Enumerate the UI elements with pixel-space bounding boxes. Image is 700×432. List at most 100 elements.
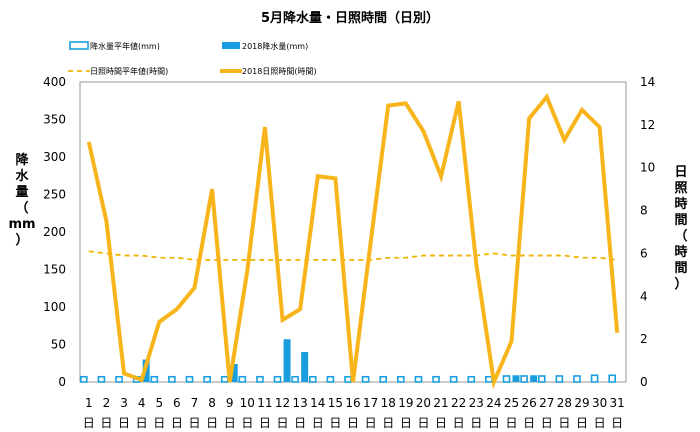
right-tick-label: 2 [640, 332, 648, 346]
chart-title: 5月降水量・日照時間（日別） [261, 10, 439, 26]
left-axis-label-char: ） [15, 232, 28, 248]
right-axis-label-char: （ [674, 228, 687, 244]
normal-precip-bar [432, 375, 440, 383]
x-tick-suffix: 日 [453, 416, 465, 430]
sunshine-2018-line [86, 93, 620, 390]
x-tick-suffix: 日 [241, 416, 253, 430]
x-tick-suffix: 日 [188, 416, 200, 430]
x-tick-suffix: 日 [435, 416, 447, 430]
x-tick-suffix: 日 [382, 416, 394, 430]
x-tick-label: 1 [85, 396, 93, 410]
left-tick-label: 0 [58, 375, 66, 389]
normal-precip-bar [449, 375, 458, 383]
x-tick-label: 10 [240, 396, 255, 410]
x-tick-suffix: 日 [83, 416, 95, 430]
normal-precip-bar [203, 375, 211, 383]
x-tick-suffix: 日 [400, 416, 412, 430]
plot-frame [79, 81, 627, 383]
x-tick-suffix: 日 [118, 416, 130, 430]
x-tick-suffix: 日 [100, 416, 112, 430]
x-tick-suffix: 日 [611, 416, 623, 430]
right-axis-label-char: ） [674, 276, 687, 292]
normal-precip-bar [379, 375, 388, 383]
normal-precip-bar [520, 375, 528, 383]
precip-2018-bar [283, 339, 291, 382]
right-tick-label: 14 [640, 75, 655, 89]
normal-precip-bar [256, 375, 264, 383]
legend-label: 2018日照時間(時間) [242, 67, 317, 76]
x-tick-suffix: 日 [294, 416, 306, 430]
right-axis-label-char: 間 [674, 261, 687, 276]
x-tick-suffix: 日 [558, 416, 570, 430]
left-axis-label-char: （ [15, 200, 28, 216]
x-tick-label: 26 [521, 396, 536, 410]
normal-precip-bar [150, 375, 159, 383]
x-tick-label: 7 [191, 396, 199, 410]
left-tick-label: 250 [43, 188, 66, 202]
normal-precip-bar [555, 375, 564, 383]
x-tick-suffix: 日 [206, 416, 218, 430]
right-tick-label: 0 [640, 375, 648, 389]
x-tick-label: 23 [469, 396, 484, 410]
left-tick-label: 400 [43, 75, 66, 89]
normal-precip-bar [344, 375, 352, 383]
left-axis-label-char: 水 [15, 168, 29, 184]
right-axis-label-char: 照 [674, 181, 687, 196]
x-tick-label: 13 [293, 396, 308, 410]
x-tick-label: 21 [433, 396, 448, 410]
normal-precip-bar [97, 375, 106, 383]
normal-precip-bar [273, 375, 282, 383]
x-tick-suffix: 日 [365, 416, 377, 430]
right-axis-label-char: 時 [674, 196, 687, 212]
x-tick-suffix: 日 [153, 416, 165, 430]
normal-precip-bar [115, 375, 123, 383]
normal-precip-bar [185, 375, 194, 383]
right-tick-label: 8 [640, 204, 648, 218]
normal-sunshine-line [88, 250, 618, 261]
x-tick-suffix: 日 [171, 416, 183, 430]
left-axis-label-char: mm [8, 217, 35, 232]
x-tick-suffix: 日 [523, 416, 535, 430]
x-tick-suffix: 日 [488, 416, 500, 430]
x-tick-label: 30 [592, 396, 607, 410]
normal-precip-bar [397, 375, 405, 383]
x-tick-suffix: 日 [312, 416, 324, 430]
x-tick-label: 29 [574, 396, 589, 410]
x-tick-label: 25 [504, 396, 519, 410]
normal-precip-bar [291, 375, 299, 383]
normal-precip-bar [590, 374, 599, 383]
right-tick-label: 12 [640, 118, 655, 132]
x-tick-label: 14 [310, 396, 325, 410]
normal-precip-bar [414, 375, 423, 383]
x-tick-label: 11 [257, 396, 272, 410]
legend-label: 日照時間平年値(時間) [90, 66, 168, 76]
x-tick-suffix: 日 [470, 416, 482, 430]
legend-swatch-precip-2018 [222, 42, 240, 49]
x-tick-label: 15 [328, 396, 343, 410]
normal-precip-bar [220, 375, 229, 383]
x-tick-label: 8 [208, 396, 216, 410]
x-tick-suffix: 日 [224, 416, 236, 430]
right-tick-label: 10 [640, 161, 655, 175]
x-tick-label: 4 [138, 396, 146, 410]
x-tick-suffix: 日 [136, 416, 148, 430]
x-tick-label: 20 [416, 396, 431, 410]
x-tick-label: 31 [610, 396, 625, 410]
right-axis-label-char: 間 [674, 213, 687, 228]
left-tick-label: 100 [43, 300, 66, 314]
left-tick-label: 350 [43, 113, 66, 127]
right-tick-label: 4 [640, 289, 648, 303]
x-tick-label: 12 [275, 396, 290, 410]
x-tick-label: 18 [381, 396, 396, 410]
normal-precip-bar [80, 375, 88, 383]
x-tick-label: 22 [451, 396, 466, 410]
x-tick-label: 17 [363, 396, 378, 410]
left-axis-label-char: 降 [15, 152, 29, 168]
left-tick-label: 200 [43, 225, 66, 239]
x-tick-suffix: 日 [347, 416, 359, 430]
x-tick-label: 24 [486, 396, 501, 410]
left-tick-label: 50 [51, 338, 66, 352]
left-tick-label: 150 [43, 263, 66, 277]
x-tick-suffix: 日 [594, 416, 606, 430]
